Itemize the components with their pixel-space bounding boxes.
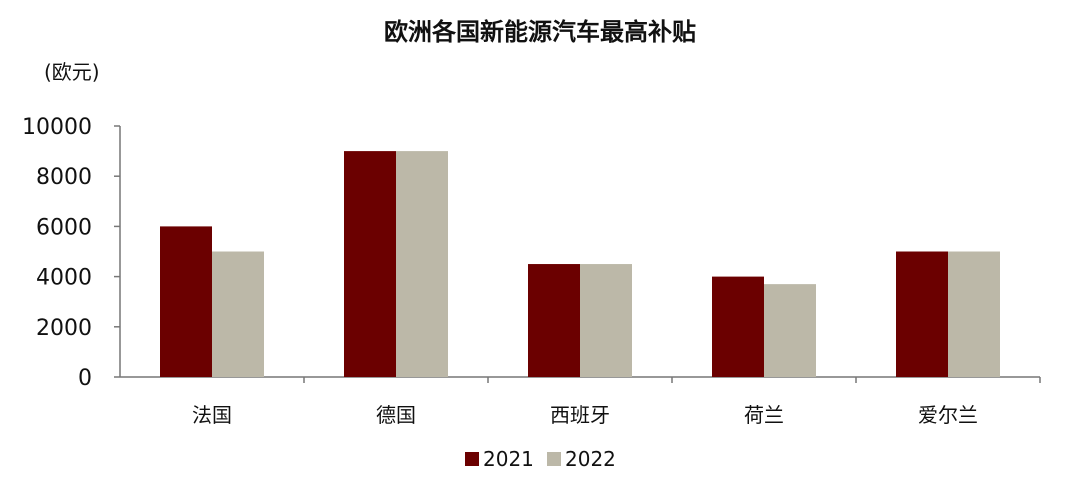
legend-swatch-2022 xyxy=(547,452,561,466)
x-category-label-3: 荷兰 xyxy=(744,403,784,427)
bar-2022-1 xyxy=(396,151,448,377)
y-tick-label-5: 10000 xyxy=(22,115,92,140)
bar-2021-1 xyxy=(344,151,396,377)
x-category-label-2: 西班牙 xyxy=(550,403,610,427)
y-tick-label-4: 8000 xyxy=(36,165,92,190)
bar-2021-3 xyxy=(712,276,764,377)
x-category-label-1: 德国 xyxy=(376,403,416,427)
legend-label-2022: 2022 xyxy=(565,447,616,471)
y-tick-label-3: 6000 xyxy=(36,215,92,240)
bar-2022-4 xyxy=(948,251,1000,377)
bar-2022-0 xyxy=(212,251,264,377)
legend-label-2021: 2021 xyxy=(483,447,534,471)
bar-2022-3 xyxy=(764,284,816,377)
x-category-label-4: 爱尔兰 xyxy=(918,403,978,427)
y-tick-label-0: 0 xyxy=(78,366,92,391)
y-tick-label-2: 4000 xyxy=(36,266,92,291)
legend-swatch-2021 xyxy=(465,452,479,466)
chart-title: 欧洲各国新能源汽车最高补贴 xyxy=(384,18,696,46)
bar-2021-0 xyxy=(160,226,212,377)
y-tick-label-1: 2000 xyxy=(36,316,92,341)
bar-2021-4 xyxy=(896,251,948,377)
bar-2022-2 xyxy=(580,264,632,377)
y-axis-unit-label: (欧元) xyxy=(44,60,100,84)
x-category-label-0: 法国 xyxy=(192,403,232,427)
bar-2021-2 xyxy=(528,264,580,377)
